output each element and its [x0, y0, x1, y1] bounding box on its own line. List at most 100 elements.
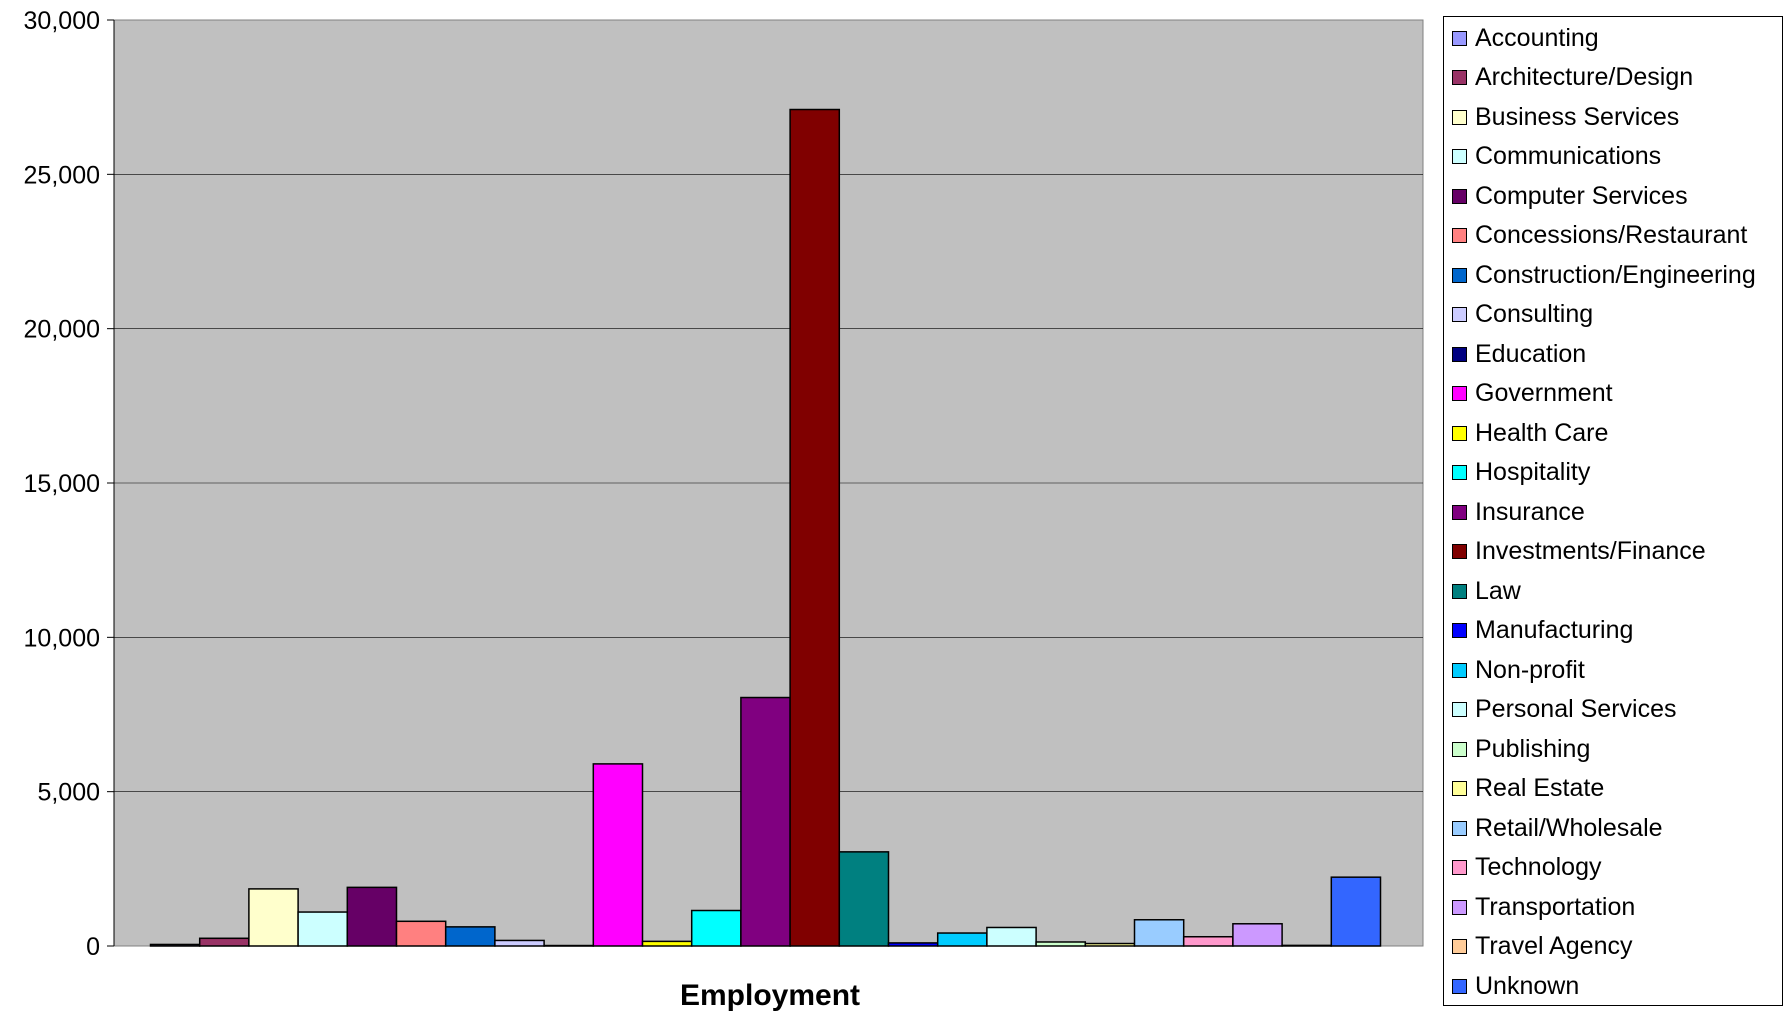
legend-swatch [1452, 267, 1467, 283]
legend-label: Government [1475, 379, 1613, 407]
bar-publishing [1035, 941, 1087, 947]
legend-item: Consulting [1452, 297, 1593, 333]
legend-swatch [1452, 188, 1467, 204]
legend-label: Business Services [1475, 102, 1680, 131]
legend-label: Publishing [1475, 734, 1591, 763]
legend-item: Architecture/Design [1452, 60, 1693, 96]
legend-item: Construction/Engineering [1452, 257, 1756, 293]
legend-swatch [1452, 70, 1467, 85]
bar-communications [297, 911, 349, 947]
bar-education [543, 944, 595, 947]
legend-item: Manufacturing [1452, 613, 1633, 649]
legend: Accounting Architecture/Design Business Se… [1443, 16, 1783, 1006]
y-tick-label: 25,000 [24, 161, 100, 189]
legend-label: Health Care [1475, 418, 1609, 447]
legend-item: Personal Services [1452, 692, 1676, 728]
legend-swatch [1452, 583, 1467, 599]
legend-swatch [1452, 702, 1467, 717]
legend-swatch [1452, 504, 1467, 520]
bar-consulting [494, 939, 545, 947]
y-tick-label: 30,000 [24, 7, 100, 35]
y-axis: 0 5,000 10,000 15,000 20,000 25,000 30,000 [24, 7, 115, 961]
legend-item: Government [1452, 376, 1613, 412]
legend-item: Law [1452, 573, 1521, 609]
legend-item: Publishing [1452, 731, 1590, 767]
bar-real-estate [1084, 942, 1136, 947]
bar-computer-services [346, 886, 398, 947]
bar-hospitality [690, 909, 742, 947]
legend-label: Real Estate [1475, 774, 1605, 802]
legend-item: Insurance [1452, 494, 1585, 530]
y-tick-label: 5,000 [37, 779, 100, 807]
bar-health-care [641, 940, 693, 947]
legend-item: Retail/Wholesale [1452, 810, 1663, 846]
legend-label: Insurance [1475, 497, 1585, 526]
legend-label: Travel Agency [1475, 932, 1633, 960]
legend-swatch [1452, 228, 1467, 243]
legend-item: Hospitality [1452, 455, 1590, 491]
bar-manufacturing [887, 942, 939, 947]
legend-item: Accounting [1452, 20, 1599, 56]
bar-business-services [248, 888, 299, 947]
bar-concessions-restaurant [395, 920, 447, 947]
legend-swatch [1452, 939, 1467, 954]
legend-item: Business Services [1452, 99, 1679, 135]
bar-personal-services [986, 926, 1037, 947]
legend-swatch [1452, 860, 1467, 875]
legend-item: Transportation [1452, 889, 1635, 925]
bar-investments-finance [789, 108, 841, 947]
legend-swatch [1452, 899, 1467, 915]
legend-item: Education [1452, 336, 1586, 372]
bar-unknown [1330, 876, 1382, 947]
legend-label: Non-profit [1475, 655, 1585, 684]
legend-swatch [1452, 741, 1467, 757]
bar-insurance [740, 696, 791, 947]
bar-government [592, 763, 644, 947]
bar-travel-agency [1281, 944, 1333, 947]
legend-label: Accounting [1475, 23, 1599, 52]
bars [149, 108, 1382, 947]
bar-law [838, 851, 890, 947]
legend-label: Personal Services [1475, 695, 1677, 723]
legend-label: Unknown [1475, 971, 1580, 1000]
legend-label: Computer Services [1475, 181, 1688, 210]
legend-label: Law [1475, 576, 1521, 605]
legend-item: Non-profit [1452, 652, 1585, 688]
legend-label: Technology [1475, 853, 1602, 881]
legend-item: Health Care [1452, 415, 1608, 451]
legend-item: Computer Services [1452, 178, 1688, 214]
legend-label: Retail/Wholesale [1475, 813, 1663, 842]
legend-item: Communications [1452, 139, 1661, 175]
legend-label: Communications [1475, 142, 1662, 170]
legend-item: Unknown [1452, 968, 1579, 1004]
legend-label: Hospitality [1475, 458, 1591, 486]
legend-swatch [1452, 109, 1467, 125]
legend-item: Travel Agency [1452, 929, 1632, 965]
legend-item: Investments/Finance [1452, 534, 1706, 570]
legend-swatch [1452, 346, 1467, 362]
legend-label: Construction/Engineering [1475, 260, 1756, 289]
legend-swatch [1452, 544, 1467, 559]
legend-swatch [1452, 820, 1467, 836]
y-tick-label: 0 [86, 933, 100, 961]
legend-swatch [1452, 149, 1467, 164]
legend-swatch [1452, 307, 1467, 322]
y-tick-label: 10,000 [24, 624, 100, 652]
bar-construction-engineering [444, 926, 496, 947]
legend-swatch [1452, 781, 1467, 796]
legend-item: Concessions/Restaurant [1452, 218, 1747, 254]
y-tick-label: 15,000 [24, 470, 100, 498]
bar-accounting [149, 943, 201, 947]
legend-item: Technology [1452, 850, 1601, 886]
x-axis-label: Employment [680, 979, 860, 1012]
legend-swatch [1452, 465, 1467, 480]
legend-item: Real Estate [1452, 771, 1604, 807]
legend-label: Consulting [1475, 300, 1594, 328]
legend-swatch [1452, 978, 1467, 994]
bar-architecture-design [198, 937, 250, 947]
bar-transportation [1232, 923, 1283, 947]
bar-technology [1182, 935, 1234, 947]
legend-label: Transportation [1475, 892, 1636, 921]
legend-label: Investments/Finance [1475, 537, 1706, 565]
